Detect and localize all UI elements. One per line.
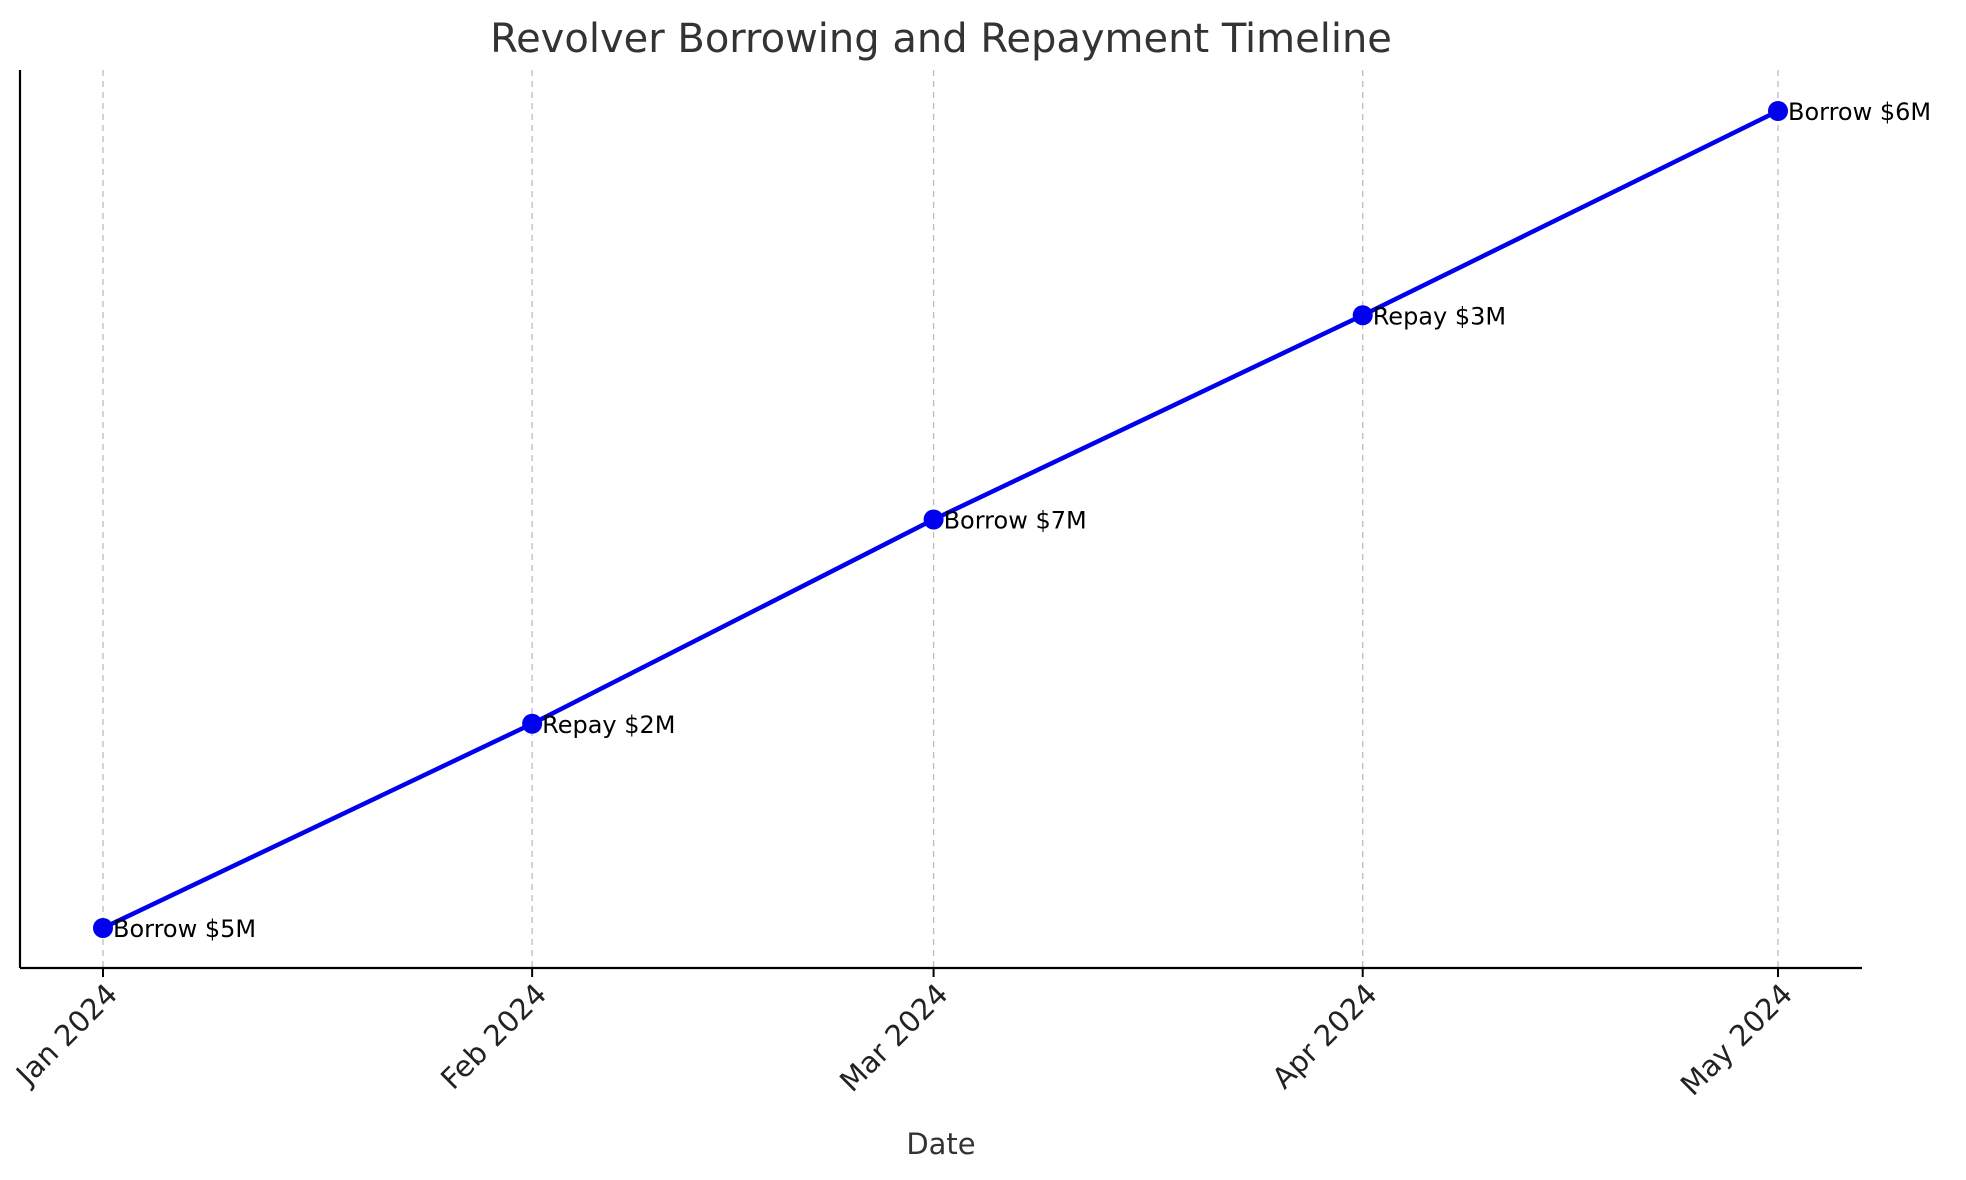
data-label: Borrow $6M	[1788, 98, 1931, 126]
data-point	[522, 713, 543, 734]
series	[93, 101, 1788, 938]
data-label: Borrow $5M	[113, 915, 256, 943]
x-tick-label: May 2024	[1674, 977, 1799, 1102]
chart-title: Revolver Borrowing and Repayment Timelin…	[490, 16, 1392, 62]
grid-lines	[102, 70, 1779, 968]
data-point	[1352, 305, 1373, 326]
x-tick-label: Mar 2024	[833, 977, 954, 1098]
data-label: Repay $3M	[1373, 302, 1506, 330]
x-tick-label: Apr 2024	[1265, 977, 1383, 1095]
data-label: Borrow $7M	[944, 507, 1087, 535]
data-point	[923, 509, 944, 530]
data-label: Repay $2M	[542, 711, 675, 739]
data-point	[93, 918, 113, 938]
x-tick-label: Jan 2024	[8, 977, 124, 1093]
x-ticks: Jan 2024 Feb 2024 Mar 2024 Apr 2024 May 2024	[8, 968, 1799, 1102]
x-axis-label: Date	[906, 1127, 975, 1161]
point-labels: Borrow $5M Repay $2M Borrow $7M Repay $3M Bo…	[113, 98, 1931, 943]
x-tick-label: Feb 2024	[434, 977, 553, 1096]
data-point	[1768, 101, 1788, 121]
